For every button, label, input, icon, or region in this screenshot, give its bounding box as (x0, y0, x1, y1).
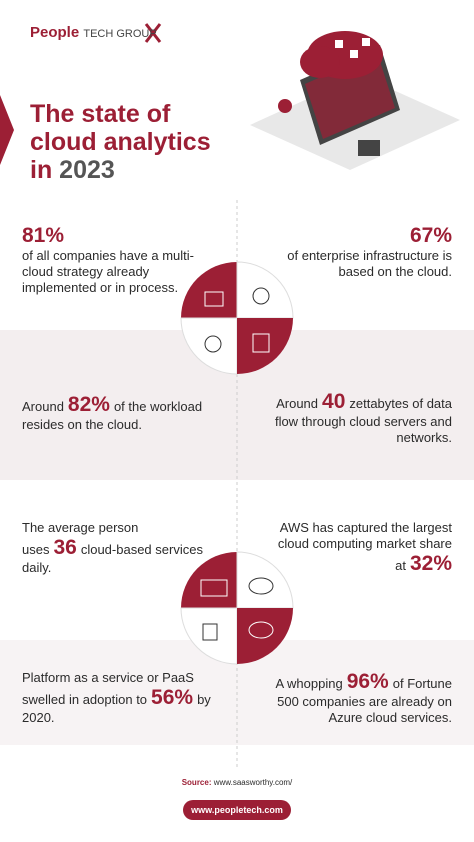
stat-highlight: 40 (322, 390, 346, 413)
stat-before: Around (276, 396, 319, 411)
stat-highlight: 67% (409, 224, 452, 247)
title-text: The state of cloud analytics in (30, 100, 211, 184)
stat-before: A whopping (275, 676, 343, 691)
stat: A whopping 96% of Fortune 500 companies ar… (252, 670, 452, 726)
source: Source: www.saasworthy.com/ (0, 778, 474, 787)
stat-highlight: 56% (151, 686, 194, 709)
stat-highlight: 36 (53, 536, 77, 559)
stat-highlight: 81% (22, 224, 65, 247)
logo-primary: People (30, 24, 80, 41)
logo: People TECH GROUP (30, 24, 157, 41)
stat-before: AWS has captured the largest cloud compu… (277, 520, 452, 573)
stat: 81% of all companies have a multi-cloud s… (22, 224, 222, 296)
title-year: 2023 (59, 156, 115, 184)
stat: 67% of enterprise infrastructure is based… (252, 224, 452, 280)
source-url: www.saasworthy.com/ (213, 778, 293, 787)
stat-before: Platform as a service or PaaS swelled in… (22, 670, 194, 707)
stat-text: by 2020. (22, 692, 211, 725)
stat-text: of the workload resides on the cloud. (22, 399, 203, 432)
stat-highlight: 96% (346, 670, 389, 693)
stat: AWS has captured the largest cloud compu… (252, 520, 452, 576)
stat: Platform as a service or PaaS swelled in… (22, 670, 222, 726)
stat: Around 40 zettabytes of data flow through … (252, 390, 452, 446)
stat-text: cloud-based services daily. (22, 542, 203, 575)
stat-highlight: 32% (409, 552, 452, 575)
stat-text: of enterprise infrastructure is based on… (287, 248, 452, 279)
website-button[interactable]: www.peopletech.com (191, 805, 283, 815)
source-label: Source: (181, 778, 212, 787)
stat-text: of all companies have a multi-cloud stra… (22, 248, 194, 295)
stat: Around 82% of the workload resides on the … (22, 393, 222, 433)
stat-text: zettabytes of data flow through cloud se… (274, 396, 452, 445)
title: The state of cloud analytics in 2023 (30, 100, 230, 184)
stat-text: of Fortune 500 companies are already on … (277, 676, 452, 725)
logo-secondary: TECH GROUP (83, 28, 157, 40)
stat: The average person uses 36 cloud-based ser… (22, 520, 222, 576)
stat-before: The average person uses (22, 520, 139, 557)
stat-highlight: 82% (67, 393, 110, 416)
stat-before: Around (22, 399, 64, 414)
